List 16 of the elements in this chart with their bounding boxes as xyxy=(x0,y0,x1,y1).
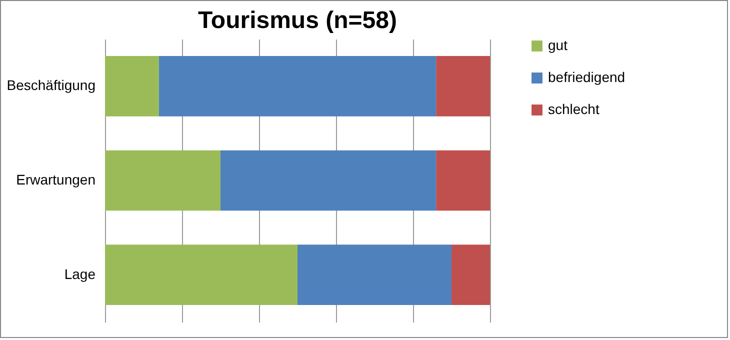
bar xyxy=(452,244,490,306)
bar xyxy=(105,150,220,211)
y-tick-label: Beschäftigung xyxy=(6,77,96,94)
chart-title: Tourismus (n=58) xyxy=(198,7,397,34)
legend-label: befriedigend xyxy=(548,69,626,85)
bar xyxy=(105,56,159,116)
legend-label: schlecht xyxy=(548,101,600,117)
y-tick-label: Erwartungen xyxy=(16,172,96,188)
y-tick-label: Lage xyxy=(64,266,96,282)
bar xyxy=(436,150,490,211)
bar xyxy=(158,56,436,116)
bar xyxy=(436,56,490,116)
bar xyxy=(220,150,436,211)
bar xyxy=(298,244,452,306)
bar xyxy=(105,244,298,306)
legend-label: gut xyxy=(548,37,568,53)
